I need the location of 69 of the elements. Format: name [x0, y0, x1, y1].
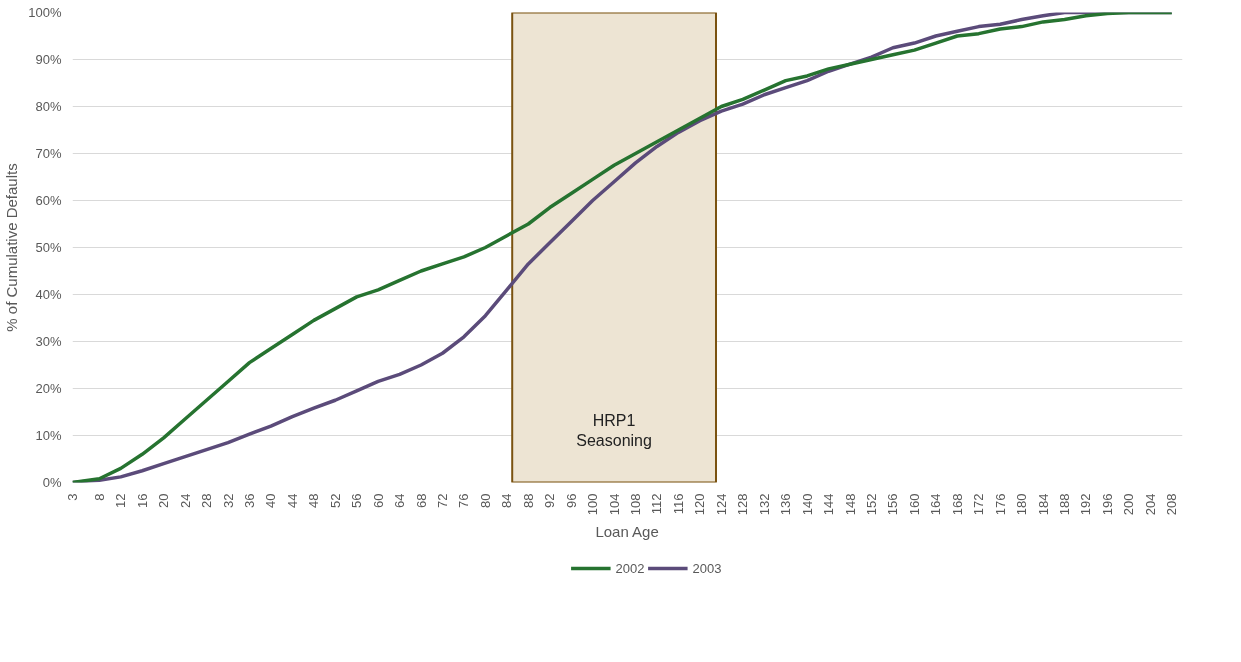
y-tick-label: 40% — [35, 287, 62, 302]
x-tick-label: 48 — [306, 493, 322, 508]
legend-label: 2002 — [615, 560, 645, 576]
x-tick-label: 12 — [113, 493, 129, 508]
y-tick-label: 10% — [35, 428, 62, 443]
x-tick-label: 108 — [628, 493, 644, 516]
legend-label: 2003 — [692, 560, 722, 576]
x-tick-label: 208 — [1164, 493, 1180, 516]
x-tick-label: 36 — [241, 493, 257, 508]
y-tick-label: 100% — [28, 5, 62, 20]
x-tick-label: 204 — [1142, 493, 1158, 516]
x-tick-label: 44 — [284, 493, 300, 508]
y-tick-label: 0% — [42, 475, 62, 490]
x-tick-label: 152 — [863, 493, 879, 516]
x-tick-label: 52 — [327, 493, 343, 508]
x-tick-label: 112 — [649, 493, 665, 515]
x-tick-label: 156 — [885, 493, 901, 516]
x-tick-label: 76 — [456, 493, 472, 508]
x-tick-label: 16 — [134, 493, 150, 508]
x-tick-label: 96 — [563, 493, 579, 508]
x-tick-label: 188 — [1057, 493, 1073, 516]
y-tick-label: 50% — [35, 240, 62, 255]
line-series — [72, 12, 1174, 483]
x-tick-label: 32 — [220, 493, 236, 508]
x-tick-label: 192 — [1078, 493, 1094, 516]
x-tick-label: 40 — [263, 493, 279, 508]
x-tick-label: 116 — [670, 493, 686, 515]
x-tick-label: 196 — [1099, 493, 1115, 516]
x-tick-label: 136 — [778, 493, 794, 516]
x-tick-label: 128 — [735, 493, 751, 516]
band-label: HRP1 Seasoning — [576, 412, 652, 450]
x-tick-label: 100 — [585, 493, 601, 516]
x-tick-label: 72 — [435, 493, 450, 508]
x-tick-label: 120 — [692, 493, 708, 516]
y-tick-label: 60% — [35, 193, 62, 208]
x-tick-label: 172 — [971, 493, 987, 516]
x-tick-label: 132 — [756, 493, 772, 516]
x-tick-label: 68 — [413, 493, 429, 508]
x-tick-label: 200 — [1121, 493, 1137, 516]
x-tick-label: 8 — [91, 493, 107, 501]
x-tick-label: 24 — [177, 493, 193, 508]
x-tick-label: 160 — [906, 493, 922, 516]
x-tick-label: 168 — [949, 493, 965, 516]
x-tick-label: 84 — [499, 493, 515, 508]
x-tick-label: 148 — [842, 493, 858, 516]
y-tick-label: 90% — [35, 52, 62, 67]
x-tick-label: 20 — [156, 493, 172, 508]
y-tick-label: 70% — [35, 146, 62, 161]
x-tick-label: 92 — [542, 493, 558, 508]
x-tick-label: 144 — [821, 493, 837, 516]
x-tick-label: 180 — [1014, 493, 1030, 516]
x-tick-label: 56 — [349, 493, 365, 508]
x-axis-title: Loan Age — [595, 523, 659, 541]
x-tick-label: 176 — [992, 493, 1008, 516]
x-tick-label: 88 — [520, 493, 536, 508]
x-tick-label: 80 — [477, 493, 493, 508]
x-tick-label: 184 — [1035, 493, 1051, 516]
x-tick-label: 140 — [799, 493, 815, 516]
x-tick-label: 104 — [606, 493, 622, 516]
y-tick-label: 80% — [35, 99, 62, 114]
x-tick-label: 60 — [370, 493, 386, 508]
x-tick-label: 124 — [713, 493, 729, 516]
x-tick-label: 28 — [199, 493, 215, 508]
x-tick-label: 164 — [928, 493, 944, 516]
y-tick-label: 20% — [35, 381, 62, 396]
y-axis-title: % of Cumulative Defaults — [3, 163, 21, 332]
x-tick-label: 64 — [392, 493, 408, 508]
x-tick-label: 3 — [65, 493, 80, 501]
y-tick-label: 30% — [35, 334, 62, 349]
